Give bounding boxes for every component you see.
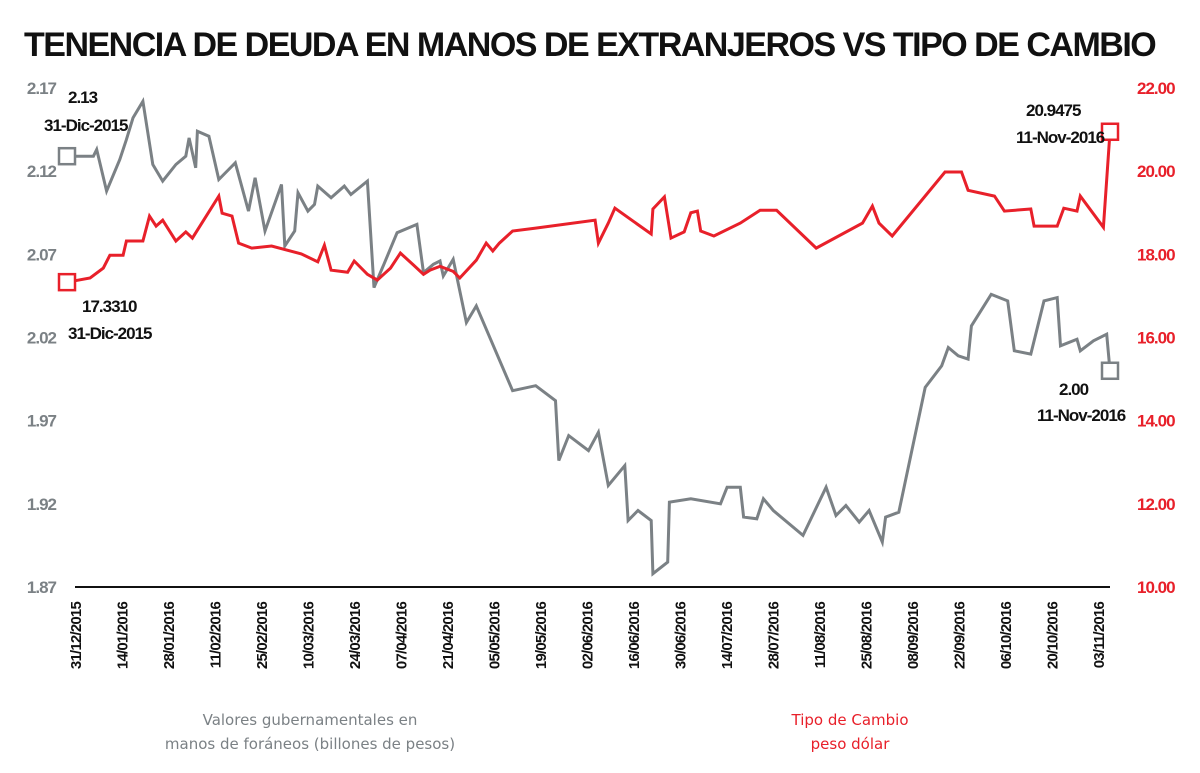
x-axis-tick-label: 06/10/2016 — [998, 602, 1015, 670]
right-axis-tick-label: 16.00 — [1137, 329, 1175, 348]
x-axis-tick-label: 28/07/2016 — [766, 602, 783, 670]
x-axis-tick-label: 16/06/2016 — [626, 602, 643, 670]
left-axis-tick-label: 2.17 — [27, 79, 57, 98]
right-axis-tick-label: 20.00 — [1137, 162, 1175, 181]
right-axis-ticks: 22.00 20.00 18.00 16.00 14.00 12.00 10.00 — [1137, 79, 1176, 597]
annotation-debt-end-value: 2.00 — [1059, 380, 1089, 399]
right-axis-tick-label: 12.00 — [1137, 495, 1175, 514]
legend-debt-line2: manos de foráneos (billones de pesos) — [165, 735, 455, 753]
marker-fx-start — [57, 272, 77, 292]
legend-fx-line2: peso dólar — [811, 735, 891, 753]
right-axis-tick-label: 18.00 — [1137, 245, 1175, 264]
x-axis-tick-label: 11/02/2016 — [208, 602, 225, 669]
marker-fx-end — [1100, 122, 1120, 142]
x-axis-tick-label: 25/02/2016 — [254, 602, 271, 670]
x-axis-tick-label: 24/03/2016 — [347, 602, 364, 670]
left-axis-ticks: 2.17 2.12 2.07 2.02 1.97 1.92 1.87 — [27, 79, 58, 597]
x-axis-tick-label: 25/08/2016 — [859, 602, 876, 670]
left-axis-tick-label: 2.12 — [27, 162, 57, 181]
right-axis-tick-label: 22.00 — [1137, 79, 1175, 98]
annotation-debt-start-value: 2.13 — [68, 88, 98, 107]
x-axis-tick-label: 22/09/2016 — [952, 602, 969, 670]
x-axis-tick-label: 14/01/2016 — [115, 602, 132, 670]
legend-debt-line1: Valores gubernamentales en — [203, 711, 418, 729]
x-axis-tick-label: 28/01/2016 — [161, 602, 178, 670]
legend-fx-line1: Tipo de Cambio — [791, 711, 909, 729]
annotation-fx-end-value: 20.9475 — [1026, 101, 1081, 120]
x-axis-tick-label: 21/04/2016 — [440, 602, 457, 670]
left-axis-tick-label: 1.92 — [27, 495, 57, 514]
annotation-fx-start-date: 31-Dic-2015 — [68, 324, 152, 343]
left-axis-tick-label: 1.87 — [27, 578, 57, 597]
x-axis-tick-label: 20/10/2016 — [1045, 602, 1062, 670]
x-axis-tick-label: 19/05/2016 — [533, 602, 550, 670]
x-axis-tick-label: 31/12/2015 — [68, 602, 85, 670]
x-axis-tick-label: 03/11/2016 — [1091, 602, 1108, 669]
x-axis-tick-label: 10/03/2016 — [301, 602, 318, 670]
x-axis-tick-label: 08/09/2016 — [905, 602, 922, 670]
marker-debt-end — [1100, 361, 1120, 381]
x-axis-tick-label: 02/06/2016 — [580, 602, 597, 670]
left-axis-tick-label: 2.07 — [27, 245, 57, 264]
annotation-debt-start-date: 31-Dic-2015 — [44, 116, 128, 135]
x-axis-ticks: 31/12/2015 14/01/2016 28/01/2016 11/02/2016… — [68, 602, 1108, 670]
x-axis-tick-label: 05/05/2016 — [487, 602, 504, 670]
right-axis-tick-label: 10.00 — [1137, 578, 1175, 597]
x-axis-tick-label: 11/08/2016 — [812, 602, 829, 669]
x-axis-tick-label: 30/06/2016 — [673, 602, 690, 670]
x-axis-tick-label: 07/04/2016 — [394, 602, 411, 670]
left-axis-tick-label: 2.02 — [27, 329, 57, 348]
annotation-debt-end-date: 11-Nov-2016 — [1037, 406, 1126, 425]
x-axis-tick-label: 14/07/2016 — [719, 602, 736, 670]
chart-title: TENENCIA DE DEUDA EN MANOS DE EXTRANJERO… — [24, 26, 1156, 64]
annotation-fx-end-date: 11-Nov-2016 — [1016, 128, 1105, 147]
series-line-debt — [67, 96, 1112, 577]
endpoint-markers — [57, 122, 1120, 381]
left-axis-tick-label: 1.97 — [27, 412, 57, 431]
marker-debt-start — [57, 146, 77, 166]
right-axis-tick-label: 14.00 — [1137, 412, 1175, 431]
series-line-exchange-rate — [66, 131, 1112, 284]
annotation-fx-start-value: 17.3310 — [82, 297, 137, 316]
